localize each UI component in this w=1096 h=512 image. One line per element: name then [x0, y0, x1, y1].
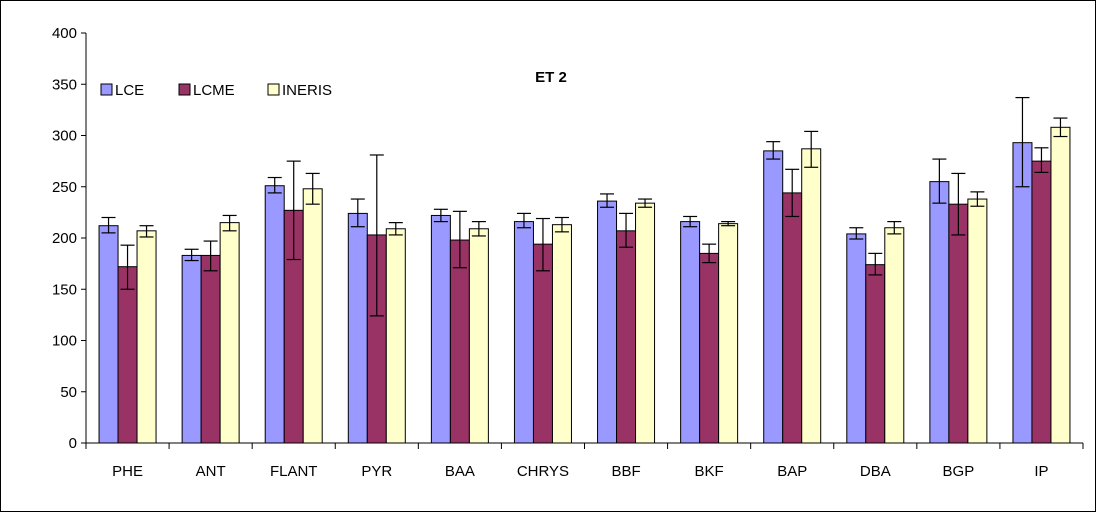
x-category-label: BAP [777, 463, 807, 480]
bar [763, 150, 784, 444]
bar [929, 181, 950, 444]
y-tick-label: 250 [52, 179, 77, 196]
legend-swatch [178, 83, 191, 96]
x-category-label: BGP [943, 463, 975, 480]
y-tick-label: 350 [52, 76, 77, 93]
chart-title: ET 2 [535, 69, 567, 86]
bar [385, 228, 406, 444]
bar [782, 192, 803, 444]
bar [347, 212, 368, 444]
legend-label: LCME [193, 82, 235, 99]
x-category-label: BBF [611, 463, 640, 480]
bar [865, 264, 886, 444]
bar [98, 225, 119, 444]
x-category-label: DBA [860, 463, 891, 480]
bar [200, 254, 221, 444]
y-tick-label: 100 [52, 333, 77, 350]
bar [1050, 126, 1071, 444]
bar [264, 185, 285, 444]
bar [551, 224, 572, 444]
bar [513, 221, 534, 444]
bar [846, 233, 867, 444]
legend-label: INERIS [282, 82, 332, 99]
x-category-label: CHRYS [517, 463, 569, 480]
bar [1031, 160, 1052, 444]
bar [967, 198, 988, 444]
bar [699, 252, 720, 444]
bar [302, 188, 323, 444]
x-category-label: BAA [445, 463, 475, 480]
y-tick-label: 150 [52, 281, 77, 298]
bar [948, 203, 969, 444]
legend-swatch [267, 83, 280, 96]
y-tick-label: 300 [52, 128, 77, 145]
bar [468, 228, 489, 444]
bar [117, 266, 138, 444]
legend-label: LCE [115, 82, 144, 99]
bar [136, 230, 157, 444]
plot-area: 0 50 100 150 200 250 300 350 400 PHE ANT FLANT PYR BA… [52, 25, 1084, 480]
bar [449, 239, 470, 444]
y-tick-label: 50 [60, 384, 77, 401]
x-category-label: BKF [695, 463, 724, 480]
bar [616, 230, 637, 444]
x-category-label: PYR [361, 463, 392, 480]
bar [219, 222, 240, 444]
bar [680, 221, 701, 444]
bar [532, 243, 553, 444]
bar [597, 200, 618, 444]
legend: LCE LCME INERIS [100, 82, 332, 99]
y-tick-label: 400 [52, 25, 77, 42]
x-category-label: PHE [112, 463, 143, 480]
x-category-label: ANT [196, 463, 226, 480]
x-category-label: FLANT [270, 463, 318, 480]
bar [181, 254, 202, 444]
y-tick-label: 0 [69, 435, 77, 452]
y-tick-label: 200 [52, 230, 77, 247]
bar [430, 214, 451, 444]
legend-swatch [100, 83, 113, 96]
bar [635, 202, 656, 444]
x-category-label: IP [1034, 463, 1048, 480]
bar [1012, 142, 1033, 444]
bar [801, 148, 822, 444]
bar [884, 227, 905, 444]
bar [718, 223, 739, 444]
